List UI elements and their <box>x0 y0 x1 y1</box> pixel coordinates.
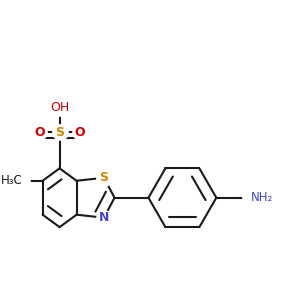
Text: S: S <box>100 171 109 184</box>
Text: H₃C: H₃C <box>1 174 22 187</box>
Text: O: O <box>75 126 85 139</box>
Text: N: N <box>99 211 109 224</box>
Text: S: S <box>55 126 64 139</box>
Text: O: O <box>34 126 44 139</box>
Text: OH: OH <box>50 101 69 114</box>
Text: NH₂: NH₂ <box>251 191 274 204</box>
